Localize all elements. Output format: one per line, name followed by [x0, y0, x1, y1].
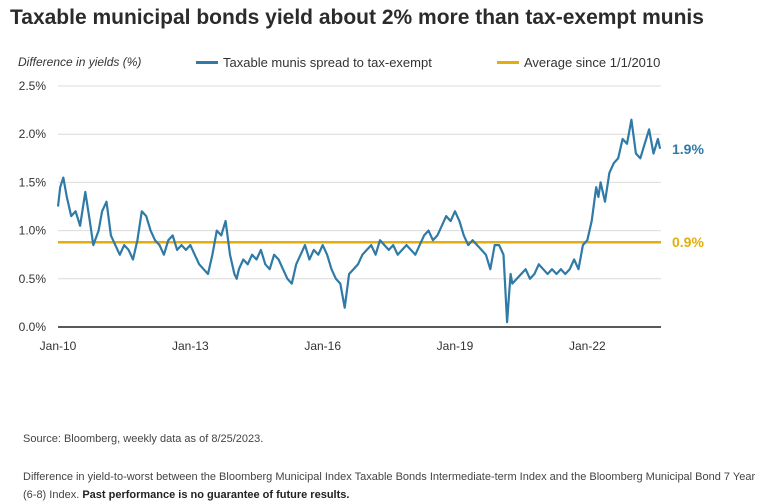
grid-lines [58, 85, 661, 328]
y-tick-label: 2.5% [19, 79, 47, 93]
end-label-spread: 1.9% [672, 141, 704, 157]
footnote-text: Difference in yield-to-worst between the… [23, 471, 756, 501]
x-tick-label: Jan-22 [569, 339, 606, 353]
end-labels: 1.9% 0.9% [672, 141, 704, 250]
legend-item-average: Average since 1/1/2010 [497, 55, 660, 70]
x-tick-label: Jan-13 [172, 339, 209, 353]
footnote: Difference in yield-to-worst between the… [23, 468, 768, 504]
y-axis-label: Difference in yields (%) [18, 55, 142, 69]
y-tick-label: 1.5% [19, 175, 47, 189]
chart-title: Taxable municipal bonds yield about 2% m… [10, 6, 704, 29]
legend-swatch-spread [196, 61, 218, 64]
x-tick-label: Jan-10 [40, 339, 77, 353]
y-tick-label: 0.5% [19, 272, 47, 286]
legend-swatch-average [497, 61, 519, 64]
x-tick-labels: Jan-10 Jan-13 Jan-16 Jan-19 Jan-22 [40, 339, 606, 353]
legend-label-average: Average since 1/1/2010 [524, 55, 661, 70]
y-tick-labels: 0.0% 0.5% 1.0% 1.5% 2.0% 2.5% [19, 79, 47, 334]
x-tick-label: Jan-19 [437, 339, 474, 353]
disclaimer: Past performance is no guarantee of futu… [82, 489, 350, 501]
source-note: Source: Bloomberg, weekly data as of 8/2… [23, 433, 264, 445]
legend-label-spread: Taxable munis spread to tax-exempt [223, 55, 432, 70]
end-label-average: 0.9% [672, 234, 704, 250]
legend-item-spread: Taxable munis spread to tax-exempt [196, 55, 432, 70]
series-line-spread [56, 118, 662, 324]
y-tick-label: 1.0% [19, 224, 47, 238]
line-chart: 0.0%0.5%1.0%1.5%2.0%2.5% Jan-10 Jan-13 Jan… [19, 79, 705, 353]
y-tick-label: 0.0% [19, 320, 47, 334]
y-tick-label: 2.0% [19, 127, 47, 141]
x-tick-label: Jan-16 [304, 339, 341, 353]
series-lines [56, 118, 662, 324]
